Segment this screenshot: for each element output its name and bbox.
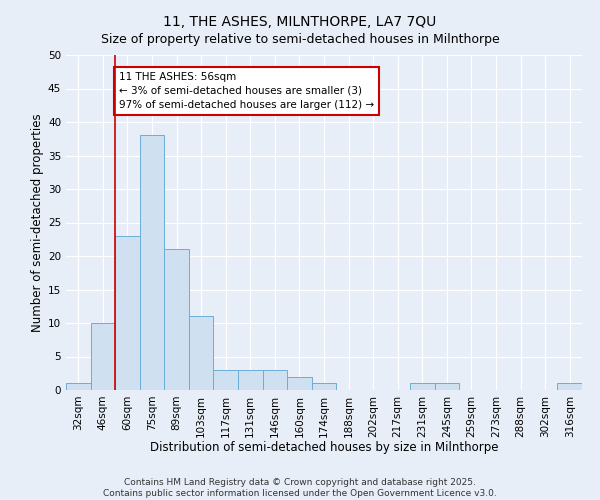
X-axis label: Distribution of semi-detached houses by size in Milnthorpe: Distribution of semi-detached houses by … [150,441,498,454]
Bar [140,136,164,390]
Text: Contains HM Land Registry data © Crown copyright and database right 2025.
Contai: Contains HM Land Registry data © Crown c… [103,478,497,498]
Bar [557,384,582,390]
Bar [189,316,214,390]
Bar [312,384,336,390]
Bar [238,370,263,390]
Y-axis label: Number of semi-detached properties: Number of semi-detached properties [31,113,44,332]
Bar [164,250,189,390]
Bar [287,376,312,390]
Bar [66,384,91,390]
Text: 11 THE ASHES: 56sqm
← 3% of semi-detached houses are smaller (3)
97% of semi-det: 11 THE ASHES: 56sqm ← 3% of semi-detache… [119,72,374,110]
Bar [263,370,287,390]
Text: Size of property relative to semi-detached houses in Milnthorpe: Size of property relative to semi-detach… [101,32,499,46]
Bar [214,370,238,390]
Bar [434,384,459,390]
Bar [91,323,115,390]
Bar [410,384,434,390]
Text: 11, THE ASHES, MILNTHORPE, LA7 7QU: 11, THE ASHES, MILNTHORPE, LA7 7QU [163,15,437,29]
Bar [115,236,140,390]
